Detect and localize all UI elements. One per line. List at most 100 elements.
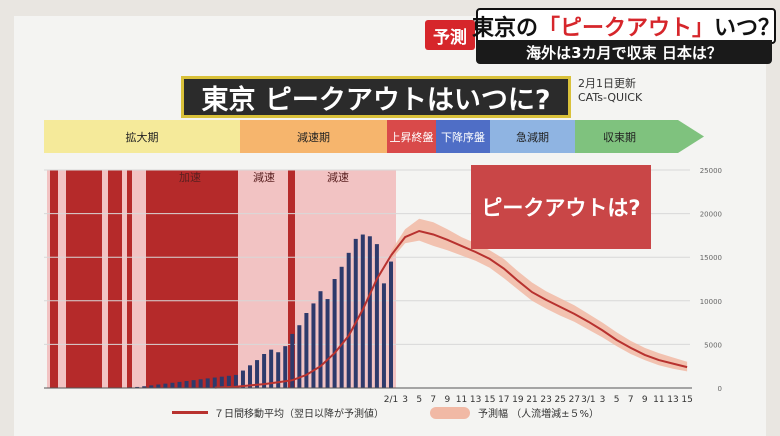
phase-label: 拡大期 <box>125 130 159 144</box>
zone-label-accelerating: 加速 <box>179 171 201 184</box>
legend-band-swatch <box>430 406 470 419</box>
x-tick-label: 2/1 <box>384 395 398 405</box>
case-bar <box>304 313 309 388</box>
case-bar <box>135 386 140 388</box>
forecast-tag: 予測 <box>425 20 475 50</box>
x-tick-label: 13 <box>470 395 481 405</box>
case-bar <box>248 365 252 388</box>
case-bar <box>142 386 147 388</box>
x-tick-label: 5 <box>416 395 422 405</box>
case-bar <box>367 236 372 388</box>
headline-subtitle: 海外は3カ月で収束 日本は？ <box>476 40 772 64</box>
case-bar <box>226 375 231 388</box>
phase-expansion: 拡大期 <box>44 120 240 153</box>
case-bar <box>212 377 217 388</box>
case-bar <box>149 385 154 388</box>
case-bar <box>198 379 203 388</box>
case-bar <box>332 279 337 388</box>
x-tick-label: 7 <box>430 395 436 405</box>
x-tick-label: 5 <box>614 395 620 405</box>
x-tick-label: 3 <box>402 395 408 405</box>
zone-shading <box>47 170 396 388</box>
phase-label: 下降序盤 <box>441 130 485 144</box>
phase-rapid-decline: 急減期 <box>490 120 575 153</box>
zone-band <box>288 170 295 388</box>
case-bar <box>240 370 245 388</box>
chart-title: 東京 ピークアウトはいつに? <box>181 76 571 118</box>
legend-moving-average: ７日間移動平均（翌日以降が予測値） <box>172 405 384 420</box>
case-bar <box>297 325 302 388</box>
headline-post: いつ？ <box>714 16 780 41</box>
x-tick-label: 13 <box>667 395 678 405</box>
case-bar <box>325 299 330 388</box>
zone-band <box>108 170 122 388</box>
x-tick-label: 9 <box>445 395 451 405</box>
x-tick-label: 27 <box>569 395 580 405</box>
case-bar <box>269 349 274 388</box>
case-bar <box>311 303 316 388</box>
phase-label: 上昇終盤 <box>389 130 434 144</box>
case-bar <box>163 383 168 388</box>
moving-average-actual <box>214 254 392 389</box>
case-bar <box>353 238 358 388</box>
headline-highlight: 「ピークアウト」 <box>538 16 715 41</box>
y-tick-label: 5000 <box>704 341 722 349</box>
y-tick-label: 10000 <box>700 298 722 306</box>
x-tick-label: 25 <box>554 395 565 405</box>
case-bar <box>184 381 189 388</box>
case-bar <box>170 382 175 388</box>
case-bar <box>255 360 260 388</box>
phase-label: 急減期 <box>516 130 549 144</box>
update-date: 2月1日更新 <box>578 77 636 90</box>
x-tick-label: 3/1 <box>581 395 595 405</box>
x-tick-label: 15 <box>484 395 495 405</box>
headline-pre: 東京の <box>471 16 538 41</box>
x-tick-label: 11 <box>456 395 467 405</box>
legend-line-swatch <box>172 411 208 414</box>
y-tick-label: 25000 <box>700 167 722 175</box>
zone-band <box>146 170 238 388</box>
x-tick-label: 7 <box>628 395 634 405</box>
case-bar <box>389 261 393 388</box>
y-tick-label: 20000 <box>700 211 722 219</box>
zone-band <box>50 170 58 388</box>
case-bar <box>283 346 288 388</box>
case-bar <box>290 333 295 388</box>
zone-label-slowing-1: 減速 <box>253 170 275 184</box>
case-bar <box>191 380 196 388</box>
moving-average-forecast <box>390 229 688 369</box>
x-tick-label: 21 <box>526 395 537 405</box>
case-bar <box>318 291 323 388</box>
moving-average <box>214 229 688 389</box>
phase-convergence: 収束期 <box>575 120 704 153</box>
case-bar <box>339 266 344 388</box>
peak-callout: ピークアウトは? <box>471 165 651 249</box>
phase-slowdown: 減速期 <box>240 120 387 153</box>
y-tick-label: 0 <box>718 385 722 393</box>
case-bar <box>156 384 161 388</box>
case-bar <box>205 378 210 388</box>
case-bar <box>381 283 386 388</box>
y-tick-label: 15000 <box>700 254 722 262</box>
legend-line-label: ７日間移動平均（翌日以降が予測値） <box>214 409 384 420</box>
x-tick-label: 23 <box>540 395 551 405</box>
case-bar <box>177 381 182 388</box>
legend-forecast-band: 予測幅 （人流増減±５%） <box>430 405 599 420</box>
phase-label: 減速期 <box>297 130 330 144</box>
daily-bars <box>121 234 393 388</box>
headline: 東京の 「ピークアウト」 いつ？ <box>472 8 780 44</box>
phase-label: 収束期 <box>603 130 636 144</box>
case-bar <box>346 252 351 388</box>
x-tick-label: 11 <box>653 395 664 405</box>
phase-early-decline: 下降序盤 <box>436 120 490 153</box>
case-bar <box>233 374 238 388</box>
x-tick-label: 15 <box>681 395 692 405</box>
case-bar <box>262 353 267 388</box>
x-tick-label: 9 <box>642 395 648 405</box>
case-bar <box>276 352 281 388</box>
case-bar <box>374 244 379 388</box>
x-tick-label: 17 <box>498 395 509 405</box>
x-tick-label: 3 <box>600 395 606 405</box>
